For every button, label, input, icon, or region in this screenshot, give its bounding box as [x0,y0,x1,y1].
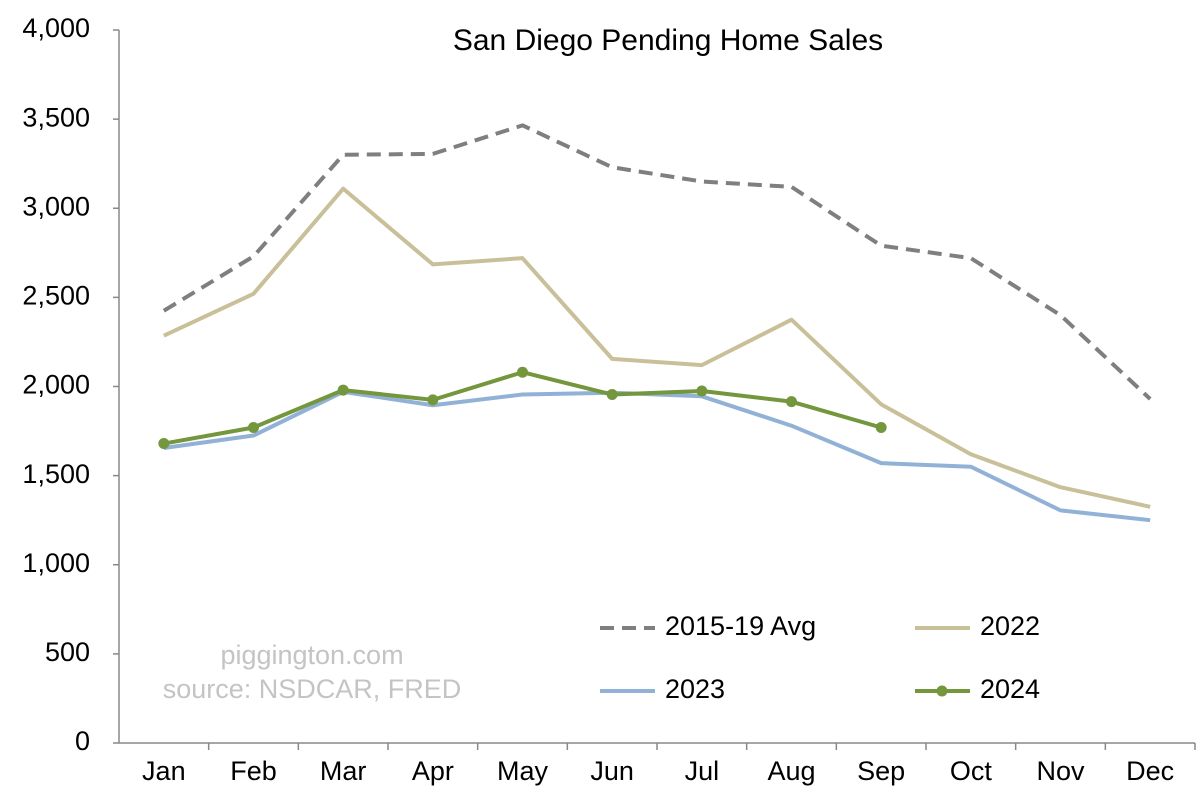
y-tick-label: 2,000 [22,370,90,400]
x-tick-label: Nov [1036,756,1085,786]
annotation: source: NSDCAR, FRED [163,674,462,704]
marker [517,366,528,378]
legend-label: 2015-19 Avg [665,611,816,641]
x-tick-label: Jul [685,756,720,786]
marker [786,396,797,408]
x-tick-label: Oct [950,756,993,786]
annotation: piggington.com [220,640,403,670]
x-tick-label: Feb [230,756,277,786]
y-tick-label: 1,500 [22,459,90,489]
x-tick-label: Jun [590,756,634,786]
x-tick-label: Mar [320,756,367,786]
x-tick-label: May [497,756,549,786]
y-tick-label: 3,500 [22,102,90,132]
line [162,186,1151,509]
x-tick-label: Sep [857,756,905,786]
legend-label: 2022 [980,611,1040,641]
marker [427,394,439,406]
marker [606,389,618,401]
legend-label: 2023 [665,674,725,704]
x-tick-label: Aug [767,756,815,786]
legend-label: 2024 [980,674,1040,704]
chart-title: San Diego Pending Home Sales [453,24,883,57]
marker [158,438,170,450]
marker [248,421,259,433]
line [163,389,1151,523]
x-tick-label: Dec [1126,756,1174,786]
line [162,123,1152,401]
x-tick-label: Apr [412,756,454,786]
y-tick-label: 3,000 [22,191,90,221]
marker [696,385,708,397]
legend-marker [936,685,948,697]
y-tick-label: 0 [75,726,90,756]
marker [875,421,887,433]
y-tick-label: 500 [45,637,90,667]
y-tick-label: 2,500 [22,281,90,311]
marker [337,384,349,396]
y-tick-label: 1,000 [22,548,90,578]
x-tick-label: Jan [142,756,186,786]
y-tick-label: 4,000 [22,13,90,43]
line [163,370,882,446]
